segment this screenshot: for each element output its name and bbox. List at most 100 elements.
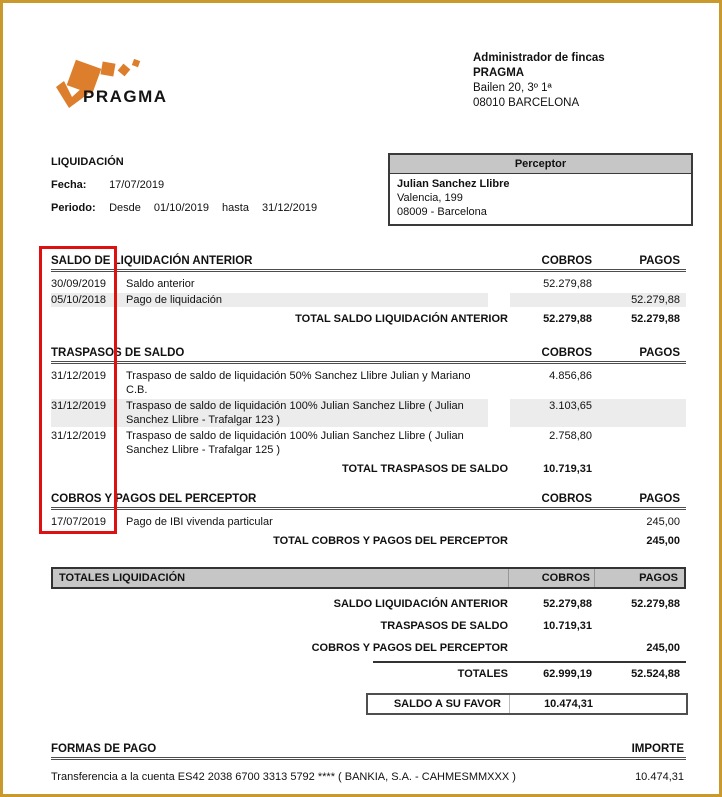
section-title: COBROS Y PAGOS DEL PERCEPTOR bbox=[51, 493, 257, 505]
column-header-cobros: COBROS bbox=[541, 347, 592, 359]
grand-total-row: TOTALES 62.999,19 52.524,88 bbox=[51, 667, 686, 681]
table-row: 30/09/2019 Saldo anterior 52.279,88 bbox=[51, 276, 686, 292]
section-header: TRASPASOS DE SALDO COBROS PAGOS bbox=[51, 347, 686, 364]
section-total-row: TOTAL TRASPASOS DE SALDO 10.719,31 bbox=[51, 461, 686, 477]
payment-header: FORMAS DE PAGO IMPORTE bbox=[51, 743, 686, 760]
table-row: 31/12/2019 Traspaso de saldo de liquidac… bbox=[51, 428, 686, 458]
totals-header-bar: TOTALES LIQUIDACIÓN COBROS PAGOS bbox=[51, 567, 686, 589]
totals-row: TRASPASOS DE SALDO 10.719,31 bbox=[51, 619, 686, 633]
section-total-pagos: 52.279,88 bbox=[631, 313, 680, 325]
totals-title: TOTALES LIQUIDACIÓN bbox=[59, 572, 186, 584]
row-pagos-amount bbox=[596, 277, 686, 291]
column-header-pagos: PAGOS bbox=[594, 569, 684, 587]
section-total-row: TOTAL COBROS Y PAGOS DEL PERCEPTOR 245,0… bbox=[51, 533, 686, 549]
section-formas-de-pago: FORMAS DE PAGO IMPORTE Transferencia a l… bbox=[51, 743, 686, 784]
totals-row-cobros bbox=[510, 641, 596, 655]
row-cobros-amount bbox=[510, 515, 596, 529]
periodo-row: Periodo: Desde 01/10/2019 hasta 31/12/20… bbox=[51, 202, 317, 214]
row-date: 31/12/2019 bbox=[51, 430, 107, 442]
totals-row: SALDO LIQUIDACIÓN ANTERIOR 52.279,88 52.… bbox=[51, 597, 686, 611]
row-pagos-amount: 245,00 bbox=[646, 516, 680, 528]
totals-row-label: COBROS Y PAGOS DEL PERCEPTOR bbox=[311, 642, 508, 654]
document-title: LIQUIDACIÓN bbox=[51, 156, 124, 168]
periodo-label: Periodo: bbox=[51, 202, 96, 214]
letterhead-line: 08010 BARCELONA bbox=[473, 97, 580, 109]
letterhead-line: PRAGMA bbox=[473, 67, 525, 79]
statement-body: SALDO DE LIQUIDACIÓN ANTERIOR COBROS PAG… bbox=[51, 255, 688, 784]
balance-value: 10.474,31 bbox=[544, 698, 593, 710]
row-date: 31/12/2019 bbox=[51, 399, 113, 427]
row-date: 31/12/2019 bbox=[51, 370, 107, 382]
section-total-pagos: 245,00 bbox=[646, 535, 680, 547]
letterhead-address: Administrador de fincas PRAGMA Bailen 20… bbox=[473, 51, 605, 111]
column-header-pagos: PAGOS bbox=[639, 493, 680, 505]
section-cobros-pagos-perceptor: COBROS Y PAGOS DEL PERCEPTOR COBROS PAGO… bbox=[51, 493, 686, 549]
desde-value: 01/10/2019 bbox=[153, 202, 209, 214]
row-description: Pago de liquidación bbox=[126, 293, 488, 307]
row-cobros-amount: 52.279,88 bbox=[543, 278, 592, 290]
row-pagos-amount bbox=[596, 399, 686, 427]
perceptor-box: Perceptor Julian Sanchez Llibre Valencia… bbox=[388, 153, 693, 226]
row-pagos-amount: 52.279,88 bbox=[596, 293, 686, 307]
section-total-pagos bbox=[596, 462, 686, 476]
section-header: COBROS Y PAGOS DEL PERCEPTOR COBROS PAGO… bbox=[51, 493, 686, 510]
totals-row-cobros: 52.279,88 bbox=[543, 598, 592, 610]
row-pagos-amount bbox=[596, 369, 686, 397]
section-header: SALDO DE LIQUIDACIÓN ANTERIOR COBROS PAG… bbox=[51, 255, 686, 272]
row-date: 05/10/2018 bbox=[51, 293, 113, 307]
totals-row-pagos: 52.279,88 bbox=[631, 598, 680, 610]
row-description: Pago de IBI vivenda particular bbox=[126, 516, 273, 528]
totals-divider-line bbox=[373, 661, 686, 663]
perceptor-box-title: Perceptor bbox=[390, 155, 691, 174]
section-totales-liquidacion: TOTALES LIQUIDACIÓN COBROS PAGOS SALDO L… bbox=[51, 567, 688, 715]
table-row: 17/07/2019 Pago de IBI vivenda particula… bbox=[51, 514, 686, 530]
fecha-label: Fecha: bbox=[51, 179, 87, 191]
totals-row-pagos: 245,00 bbox=[646, 642, 680, 654]
hasta-value: 31/12/2019 bbox=[262, 202, 318, 214]
totals-row: COBROS Y PAGOS DEL PERCEPTOR 245,00 bbox=[51, 641, 686, 655]
row-cobros-amount: 2.758,80 bbox=[549, 430, 592, 442]
grand-total-cobros: 62.999,19 bbox=[543, 668, 592, 680]
row-cobros-amount bbox=[510, 293, 596, 307]
column-header-cobros: COBROS bbox=[541, 255, 592, 267]
totals-row-pagos bbox=[596, 619, 686, 633]
pragma-logo-icon bbox=[56, 58, 141, 108]
table-row: 31/12/2019 Traspaso de saldo de liquidac… bbox=[51, 398, 686, 428]
payment-row: Transferencia a la cuenta ES42 2038 6700… bbox=[51, 770, 686, 784]
letterhead-line: Administrador de fincas bbox=[473, 52, 605, 64]
row-pagos-amount bbox=[596, 429, 686, 457]
payment-title: FORMAS DE PAGO bbox=[51, 743, 157, 755]
desde-label: Desde bbox=[109, 202, 141, 214]
row-description: Traspaso de saldo de liquidación 100% Ju… bbox=[126, 430, 464, 456]
row-description: Saldo anterior bbox=[126, 278, 195, 290]
pragma-logo-wordmark: PRAGMA bbox=[83, 87, 168, 106]
row-date: 30/09/2019 bbox=[51, 278, 107, 290]
totals-row-label: TRASPASOS DE SALDO bbox=[380, 620, 508, 632]
perceptor-details: Julian Sanchez Llibre Valencia, 199 0800… bbox=[390, 174, 691, 224]
section-total-label: TOTAL SALDO LIQUIDACIÓN ANTERIOR bbox=[295, 313, 508, 325]
letterhead-line: Bailen 20, 3º 1ª bbox=[473, 82, 552, 94]
section-total-cobros bbox=[510, 534, 596, 548]
row-cobros-amount: 4.856,86 bbox=[549, 370, 592, 382]
grand-total-pagos: 52.524,88 bbox=[631, 668, 680, 680]
fecha-value: 17/07/2019 bbox=[109, 179, 165, 191]
perceptor-address-line: Valencia, 199 bbox=[397, 192, 463, 204]
column-header-importe: IMPORTE bbox=[631, 743, 684, 755]
row-cobros-amount: 3.103,65 bbox=[510, 399, 596, 427]
column-header-cobros: COBROS bbox=[541, 493, 592, 505]
totals-row-cobros: 10.719,31 bbox=[543, 620, 592, 632]
hasta-label: hasta bbox=[222, 202, 249, 214]
column-header-pagos: PAGOS bbox=[639, 347, 680, 359]
balance-label: SALDO A SU FAVOR bbox=[368, 695, 510, 713]
perceptor-address-line: 08009 - Barcelona bbox=[397, 206, 487, 218]
table-row: 05/10/2018 Pago de liquidación 52.279,88 bbox=[51, 292, 686, 308]
payment-description: Transferencia a la cuenta ES42 2038 6700… bbox=[51, 771, 516, 783]
grand-total-label: TOTALES bbox=[457, 668, 508, 680]
section-title: TRASPASOS DE SALDO bbox=[51, 347, 185, 359]
section-total-label: TOTAL TRASPASOS DE SALDO bbox=[341, 463, 508, 475]
payment-amount: 10.474,31 bbox=[635, 771, 684, 783]
column-header-pagos: PAGOS bbox=[639, 255, 680, 267]
balance-box: SALDO A SU FAVOR 10.474,31 bbox=[366, 693, 688, 715]
section-total-cobros: 10.719,31 bbox=[543, 463, 592, 475]
